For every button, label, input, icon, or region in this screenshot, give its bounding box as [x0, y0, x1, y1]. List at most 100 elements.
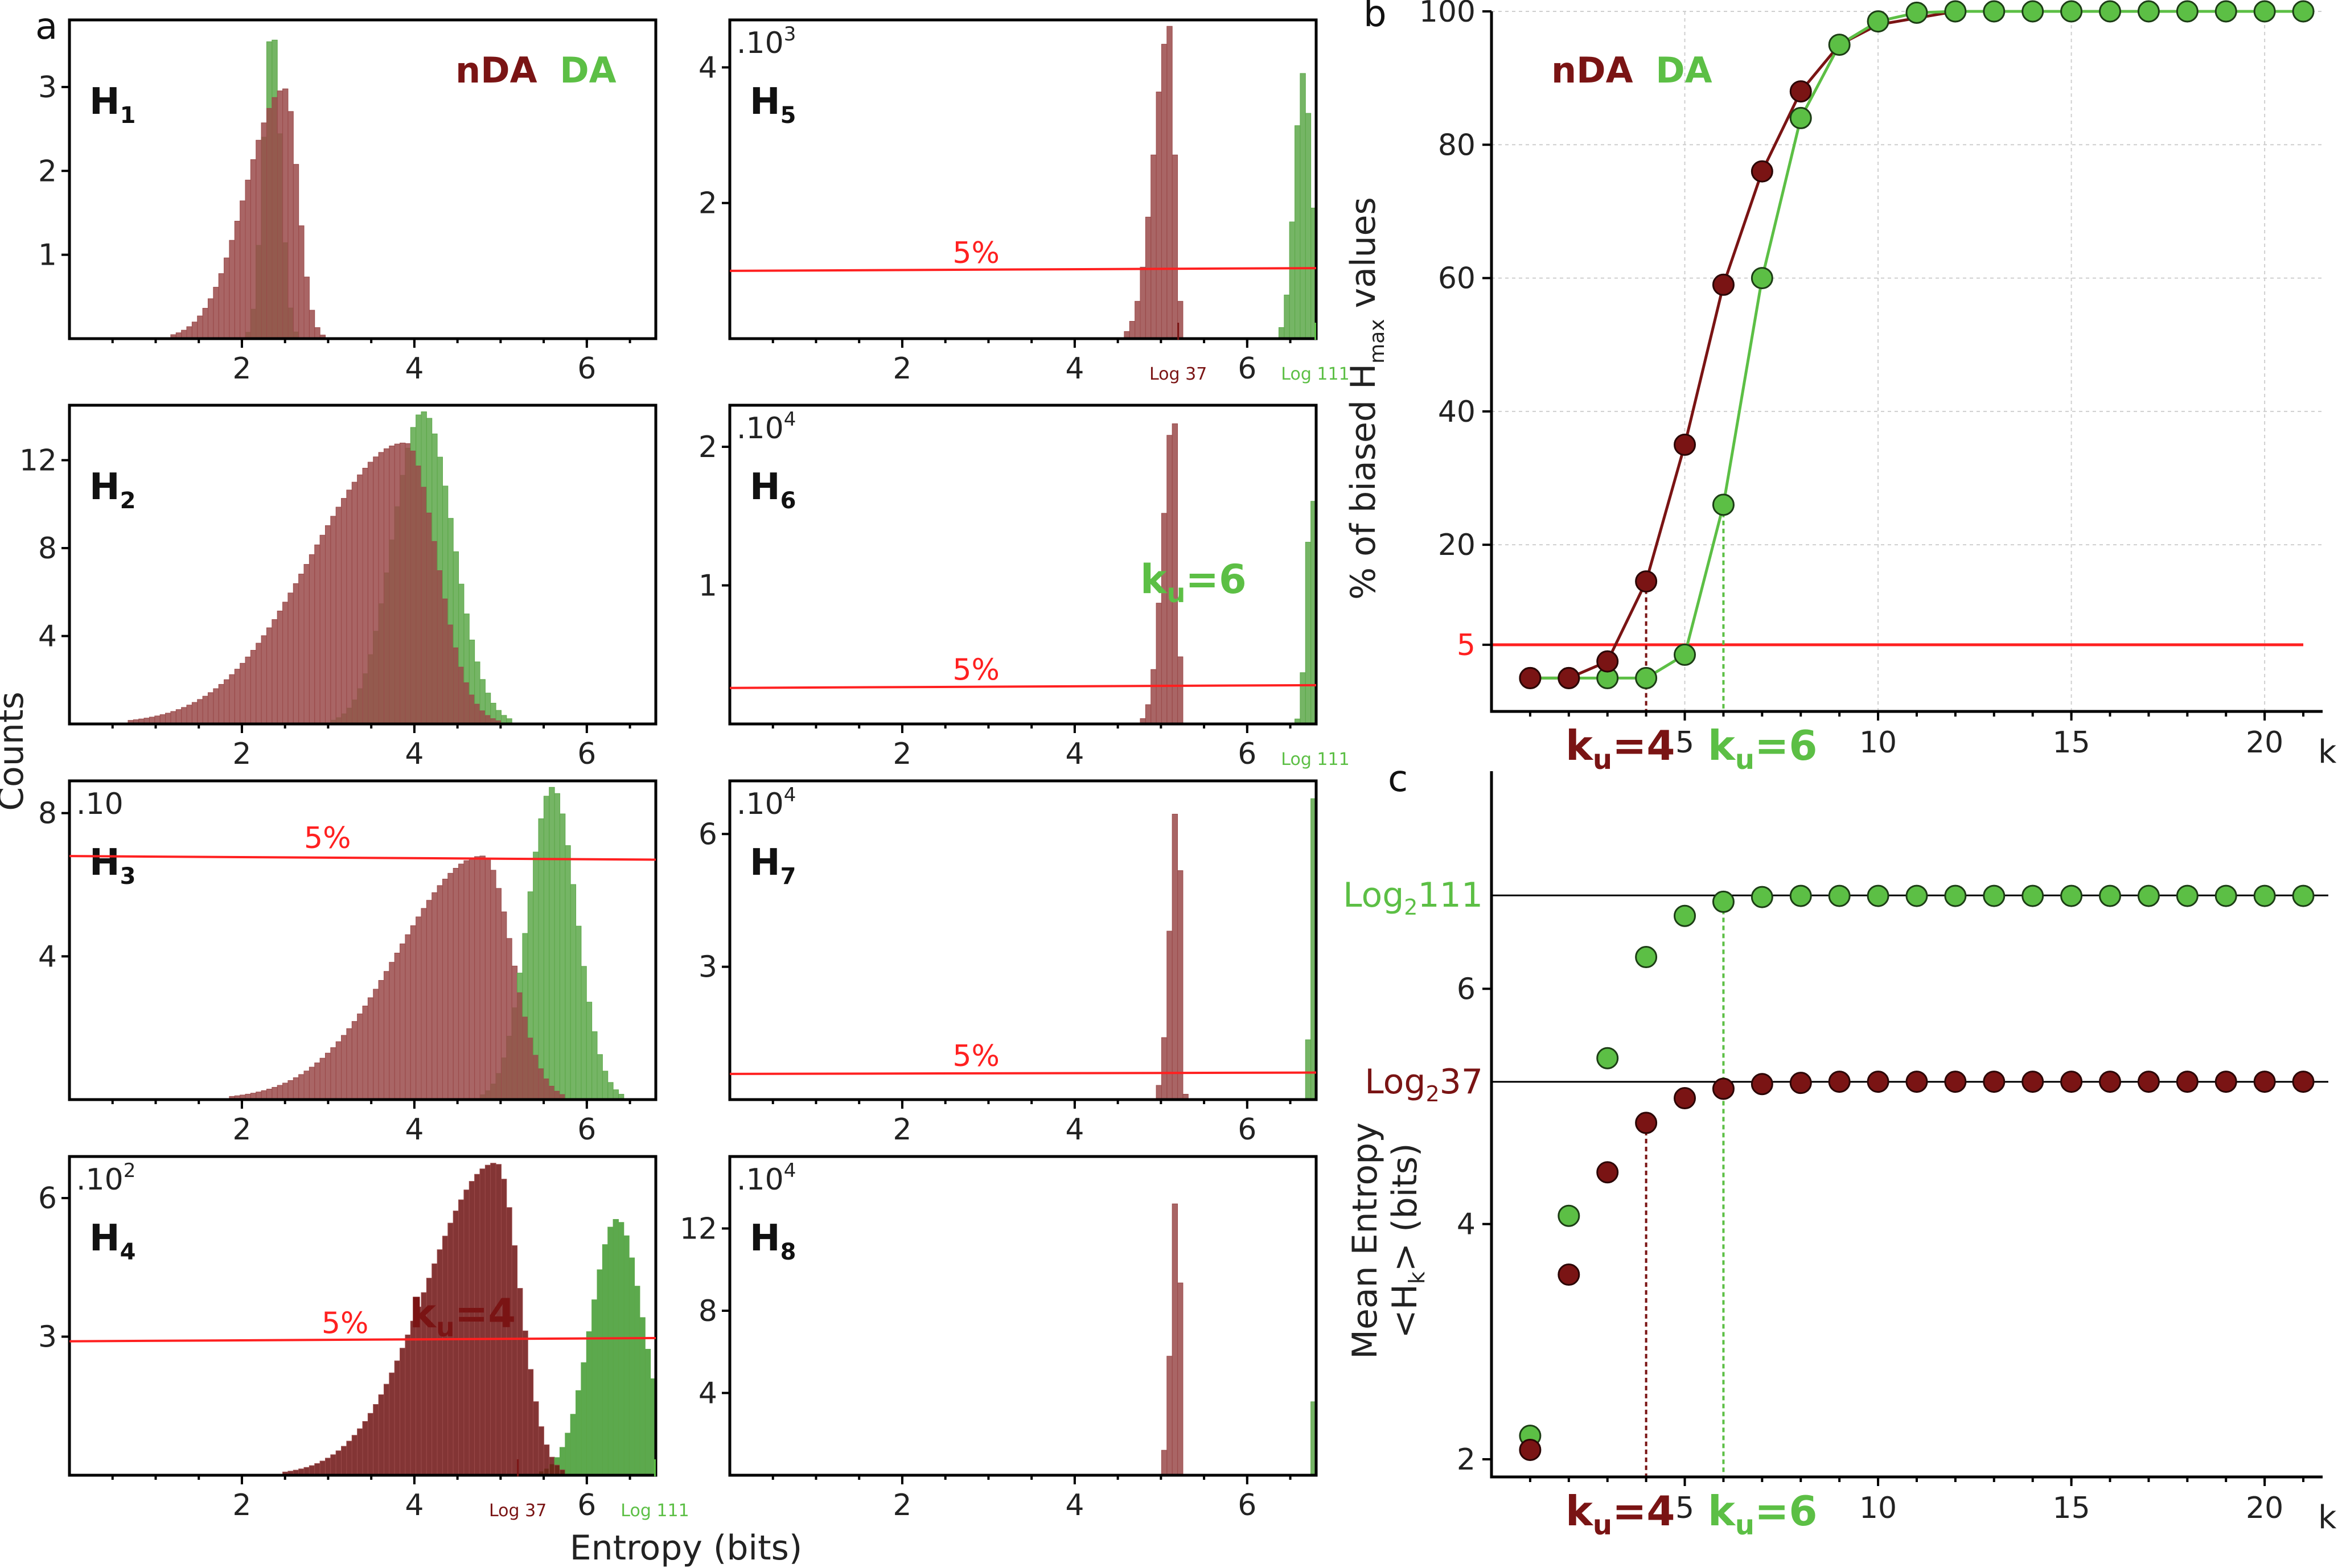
nda-bar — [394, 953, 401, 1100]
scale-exp: 3 — [784, 23, 796, 46]
nda-bar — [400, 1348, 406, 1476]
da-bar — [634, 1286, 640, 1476]
nda-bar — [1161, 44, 1168, 339]
nda-bar — [181, 707, 187, 725]
da-bar — [1305, 113, 1312, 339]
nda-bar — [346, 489, 352, 725]
da-bar — [576, 925, 582, 1100]
nda-bar — [324, 525, 331, 725]
nda-bar — [319, 1460, 326, 1476]
nda-bar — [479, 710, 486, 725]
nda-bar — [383, 448, 390, 725]
ku6-annotation: ku=6 — [1140, 556, 1247, 608]
da-point — [1983, 0, 2006, 23]
y-tick-label: 4 — [1457, 1208, 1476, 1242]
x-tick-label: 4 — [1065, 1488, 1084, 1522]
nda-bar — [314, 327, 321, 339]
x-tick-label: 4 — [405, 352, 424, 386]
nda-bar — [1177, 656, 1184, 725]
nda-bar — [357, 474, 363, 725]
nda-bar — [170, 711, 176, 725]
nda-point — [2060, 1071, 2083, 1093]
nda-bar — [330, 1047, 336, 1100]
da-bar — [581, 1362, 587, 1476]
nda-bar — [1150, 669, 1157, 725]
y-tick-label: 12 — [19, 444, 57, 478]
nda-point — [1712, 273, 1735, 296]
nda-bar — [522, 1330, 528, 1476]
nda-bar — [426, 900, 433, 1100]
y-tick-label: 3 — [38, 1320, 57, 1355]
nda-bar — [293, 1077, 299, 1100]
nda-point — [1789, 1072, 1812, 1094]
x-tick-label: 4 — [405, 1488, 424, 1522]
nda-point — [1635, 570, 1658, 593]
nda-bar — [293, 164, 299, 339]
x-tick-label: 4 — [1065, 352, 1084, 386]
panel-c-log111-label: Log2111 — [1343, 875, 1483, 920]
da-bar — [1289, 221, 1296, 339]
da-bar — [586, 1331, 593, 1476]
panel-b-points — [1519, 0, 2315, 689]
nda-bar — [463, 682, 470, 725]
y-tick-label: 6 — [698, 817, 717, 851]
nda-point — [2176, 1071, 2199, 1093]
nda-bar — [1172, 1203, 1178, 1476]
histogram-title-sub: 8 — [780, 1239, 796, 1265]
da-point — [1674, 643, 1696, 666]
nda-bar — [207, 298, 214, 339]
histogram-bars — [1124, 26, 1317, 339]
nda-bar — [218, 684, 225, 725]
nda-bar — [309, 310, 315, 339]
da-point — [1828, 34, 1851, 56]
histogram-title: H2 — [89, 466, 135, 514]
histogram-title-letter: H — [89, 81, 120, 123]
scale-label: .104 — [737, 784, 796, 821]
nda-point — [2253, 1071, 2276, 1093]
nda-bar — [453, 867, 459, 1100]
nda-bar — [389, 445, 395, 725]
da-point — [1751, 886, 1773, 908]
panel-c-points — [1519, 884, 2315, 1461]
nda-bar — [437, 570, 443, 725]
nda-bar — [421, 487, 427, 725]
nda-bar — [1166, 26, 1173, 339]
nda-bar — [266, 108, 273, 339]
ku-k: k — [1140, 556, 1168, 603]
nda-bar — [506, 938, 512, 1100]
nda-bar — [490, 870, 496, 1100]
nda-bar — [1135, 301, 1141, 339]
da-point — [1751, 267, 1773, 290]
da-bar — [639, 1317, 646, 1476]
nda-bar — [324, 1458, 331, 1476]
da-point — [1905, 1, 1928, 24]
panel-c-mean-entropy-chart: 5 10 15 20 2 4 6 Log2111 Log237 Mean Entropy <… — [1343, 771, 2337, 1541]
nda-bar — [341, 1446, 347, 1476]
x-tick-label: 20 — [2246, 726, 2283, 760]
y-tick-label: 8 — [698, 1294, 717, 1328]
nda-point — [1635, 1112, 1658, 1134]
nda-bar — [458, 1199, 465, 1476]
panel-c-axes — [1490, 771, 2323, 1479]
da-point — [2137, 884, 2160, 907]
nda-bar — [240, 662, 246, 725]
y-tick-label: 2 — [698, 430, 717, 464]
nda-point — [1558, 666, 1580, 689]
nda-bar — [250, 650, 257, 725]
nda-point — [1712, 1077, 1735, 1100]
nda-bar — [224, 679, 230, 725]
nda-bar — [272, 97, 278, 339]
nda-bar — [191, 702, 198, 725]
y-tick-label: 5 — [1457, 628, 1476, 662]
nda-bar — [1172, 154, 1178, 339]
histogram-frame — [728, 1155, 1318, 1477]
nda-bar — [474, 856, 480, 1100]
x-tick-label: 2 — [232, 1113, 251, 1147]
nda-bar — [1177, 870, 1184, 1100]
nda-point — [1828, 1071, 1851, 1093]
threshold-line — [69, 1336, 656, 1343]
nda-bar — [197, 699, 203, 725]
panel-c-y-label-1: Mean Entropy — [1345, 1122, 1385, 1359]
nda-bar — [266, 1089, 273, 1100]
legend-nda: nDA — [455, 50, 537, 91]
